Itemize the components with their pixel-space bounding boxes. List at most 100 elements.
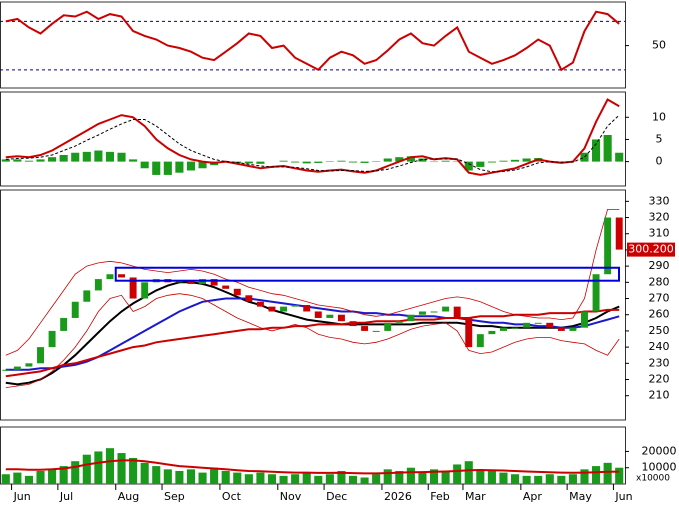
histogram-bar — [360, 161, 369, 163]
volume-bar — [557, 475, 566, 484]
candle — [523, 322, 531, 328]
candle — [534, 322, 542, 324]
volume-bar — [615, 467, 624, 484]
volume-bar — [418, 472, 427, 484]
volume-bar — [94, 451, 103, 484]
volume-bar — [464, 461, 473, 484]
histogram-bar — [1, 159, 10, 162]
candle — [280, 306, 288, 312]
volume-bar — [337, 470, 346, 484]
volume-bar — [534, 475, 543, 484]
y-tick-label: 20000 — [642, 444, 677, 457]
last-price-box — [627, 242, 675, 257]
volume-bar — [129, 457, 138, 484]
macd-line — [5, 114, 620, 173]
y-tick-label: 10000 — [642, 461, 677, 474]
volume-bar — [1, 474, 10, 484]
histogram-bar — [198, 161, 207, 169]
candle — [430, 311, 438, 313]
volume-bar — [522, 475, 531, 484]
histogram-bar — [522, 158, 531, 162]
candle — [569, 327, 577, 331]
candle — [326, 314, 334, 318]
histogram-bar — [615, 152, 624, 162]
candle — [187, 280, 195, 284]
volume-bar — [314, 475, 323, 484]
histogram-bar — [418, 158, 427, 162]
candle — [418, 311, 426, 315]
x-tick-label: Jul — [59, 490, 73, 503]
volume-bar — [499, 472, 508, 484]
histogram-bar — [175, 161, 184, 173]
volume-bar — [360, 477, 369, 484]
candle — [245, 295, 253, 302]
x-tick-label: Apr — [523, 490, 543, 503]
candle — [557, 327, 565, 331]
indicator-line — [5, 281, 620, 386]
candle — [256, 301, 264, 307]
candle — [141, 282, 149, 299]
last-price-label: 300.200 — [628, 243, 674, 256]
x-tick-label: May — [569, 490, 592, 503]
histogram-bar — [476, 161, 485, 167]
candle — [384, 322, 392, 331]
histogram-bar — [140, 161, 149, 169]
histogram-bar — [279, 160, 288, 162]
volume-bar — [441, 470, 450, 484]
y-tick-label: 290 — [649, 259, 670, 272]
x-tick-label: Sep — [164, 490, 185, 503]
volume-bar — [59, 466, 68, 484]
volume-bar — [592, 466, 601, 484]
volume-bar — [348, 475, 358, 484]
candle — [581, 311, 588, 328]
histogram-bar — [592, 139, 601, 162]
histogram-bar — [603, 135, 612, 162]
panel-frame — [0, 426, 626, 485]
volume-bar — [302, 472, 311, 484]
histogram-bar — [291, 161, 300, 163]
candle — [592, 274, 600, 312]
unit-label: x10000 — [636, 474, 670, 484]
x-tick-label: Aug — [118, 490, 139, 503]
histogram-bar — [152, 161, 161, 175]
y-tick-label: 240 — [649, 340, 670, 353]
volume-ma — [5, 459, 620, 475]
volume-bar — [198, 472, 207, 484]
volume-bar — [395, 470, 404, 484]
candle — [500, 327, 507, 331]
candle — [303, 305, 311, 312]
histogram-bar — [510, 159, 520, 162]
volume-bar — [545, 474, 554, 484]
histogram-bar — [314, 161, 323, 163]
volume-bar — [140, 462, 149, 484]
candle — [395, 321, 403, 323]
candle — [372, 330, 380, 332]
panel-frame — [0, 189, 626, 421]
histogram-bar — [441, 160, 450, 162]
candle — [314, 311, 322, 318]
y-tick-label: 330 — [649, 194, 670, 207]
panel-frame — [0, 1, 626, 89]
volume-bar — [71, 461, 80, 484]
y-tick-label: 50 — [652, 39, 666, 52]
candle — [453, 306, 461, 318]
volume-bar — [36, 470, 45, 484]
candle — [511, 327, 519, 329]
candle — [13, 366, 21, 370]
candle — [442, 306, 450, 312]
candle — [60, 317, 68, 331]
candle — [465, 317, 473, 348]
volume-bar — [568, 474, 577, 484]
histogram-bar — [499, 160, 508, 162]
volume-bar — [476, 469, 485, 484]
candle — [83, 290, 91, 302]
indicator-line — [5, 293, 620, 388]
volume-bar — [82, 454, 91, 484]
x-tick-label: Mar — [465, 490, 486, 503]
volume-bar — [163, 469, 172, 484]
candle — [129, 277, 137, 299]
volume-bar — [244, 474, 253, 484]
histogram-bar — [117, 152, 126, 162]
volume-bar — [291, 474, 300, 484]
